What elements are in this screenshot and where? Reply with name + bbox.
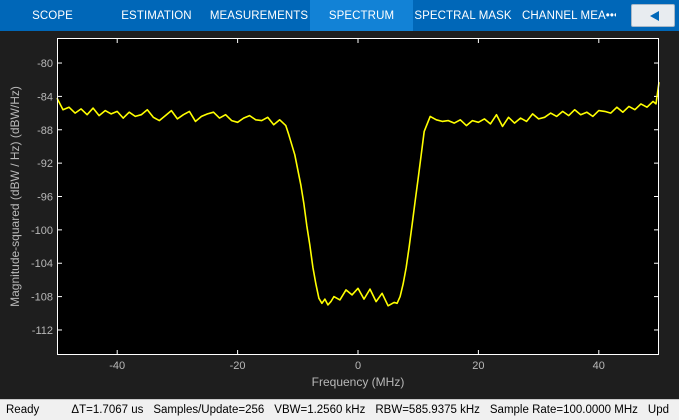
- x-tick-label: 40: [593, 360, 605, 372]
- status-ready: Ready: [6, 404, 40, 416]
- spectrum-plot: -40 -20 0 20 40 -80 -84 -88 -92 -96 -100 -104 -108 -1…: [8, 38, 660, 389]
- y-tick-label: -80: [37, 58, 53, 70]
- y-axis-label: Magnitude-squared (dBW / Hz) (dBW/Hz): [8, 86, 22, 307]
- status-rbw: RBW=585.9375 kHz: [375, 404, 480, 416]
- y-tick-label: -84: [37, 91, 53, 103]
- tab-spectrum[interactable]: SPECTRUM: [310, 0, 413, 31]
- y-tick-label: -104: [31, 258, 53, 270]
- x-tick-label: -20: [230, 360, 246, 372]
- tab-scope[interactable]: SCOPE: [32, 9, 73, 22]
- axes-frame: [57, 38, 659, 355]
- tick-labels: -40 -20 0 20 40 -80 -84 -88 -92 -96 -100 -104 -108 -1…: [31, 58, 605, 372]
- y-tick-label: -96: [37, 192, 53, 204]
- y-tick-label: -112: [32, 325, 53, 337]
- x-tick-label: -40: [109, 360, 125, 372]
- tab-estimation[interactable]: ESTIMATION: [121, 9, 192, 22]
- toolstrip: SCOPE ESTIMATION MEASUREMENTS SPECTRUM S…: [0, 0, 679, 31]
- x-tick-label: 20: [472, 360, 484, 372]
- axes-background: [57, 38, 659, 355]
- tab-channel-measurements[interactable]: CHANNEL MEA•••: [522, 9, 616, 22]
- tab-measurements[interactable]: MEASUREMENTS: [209, 9, 309, 22]
- collapse-toolstrip-button[interactable]: [631, 4, 675, 27]
- status-update: Upd: [647, 404, 669, 416]
- status-sample-rate: Sample Rate=100.0000 MHz: [489, 404, 638, 416]
- x-axis-label: Frequency (MHz): [312, 375, 405, 389]
- spectrum-trace: [56, 82, 660, 307]
- y-tick-label: -88: [37, 125, 53, 137]
- chevron-left-icon: [650, 10, 659, 21]
- x-tick-label: 0: [355, 360, 361, 372]
- status-vbw: VBW=1.2560 kHz: [274, 404, 366, 416]
- y-tick-label: -92: [37, 158, 53, 170]
- status-samples-per-update: Samples/Update=256: [153, 404, 265, 416]
- status-delta-t: ΔT=1.7067 us: [71, 404, 144, 416]
- tab-spectral-mask[interactable]: SPECTRAL MASK: [414, 9, 512, 22]
- y-tick-label: -100: [31, 225, 53, 237]
- plot-area: -40 -20 0 20 40 -80 -84 -88 -92 -96 -100 -104 -108 -1…: [0, 31, 679, 399]
- y-tick-label: -108: [31, 292, 53, 304]
- status-bar: Ready ΔT=1.7067 us Samples/Update=256 VB…: [0, 399, 679, 420]
